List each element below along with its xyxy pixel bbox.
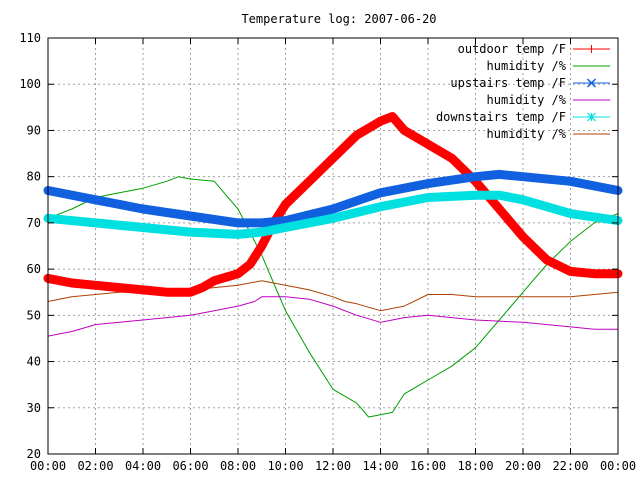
series-3 [43, 169, 623, 228]
x-tick-label: 04:00 [125, 459, 161, 473]
grid [48, 38, 618, 454]
x-tick-label: 06:00 [172, 459, 208, 473]
x-tick-label: 20:00 [505, 459, 541, 473]
legend-marker-star [587, 112, 596, 122]
y-tick-label: 70 [27, 216, 41, 230]
series-layer [43, 112, 623, 418]
series-4 [47, 296, 619, 337]
legend-item: humidity /% [487, 127, 610, 141]
x-tick-label: 14:00 [362, 459, 398, 473]
x-tick-label: 02:00 [77, 459, 113, 473]
series-line [47, 296, 619, 337]
series-2 [47, 176, 619, 418]
y-tick-label: 100 [19, 77, 41, 91]
axes: 20 30 40 50 60 70 80 90 100 110 00:00 02:00 04:00 06:… [19, 31, 636, 473]
y-tick-label: 20 [27, 447, 41, 461]
x-tick-label: 12:00 [315, 459, 351, 473]
legend-label: upstairs temp /F [450, 76, 566, 90]
series-line [43, 169, 623, 228]
y-tick-label: 30 [27, 401, 41, 415]
chart-title: Temperature log: 2007-06-20 [241, 12, 436, 26]
y-tick-label: 60 [27, 262, 41, 276]
x-tick-label: 10:00 [267, 459, 303, 473]
legend-item: outdoor temp /F [458, 42, 610, 56]
legend-item: humidity /% [487, 59, 610, 73]
legend-marker-plus [587, 45, 596, 53]
series-line [43, 190, 623, 239]
legend-label: humidity /% [487, 59, 567, 73]
x-tick-label: 18:00 [457, 459, 493, 473]
series-line [43, 112, 623, 297]
x-tick-label: 00:00 [600, 459, 636, 473]
legend-label: humidity /% [487, 93, 567, 107]
x-tick-label: 22:00 [552, 459, 588, 473]
x-tick-label: 00:00 [30, 459, 66, 473]
series-1 [43, 112, 623, 297]
y-tick-label: 80 [27, 170, 41, 184]
legend-item: downstairs temp /F [436, 110, 610, 124]
y-tick-label: 90 [27, 123, 41, 137]
legend-item: upstairs temp /F [450, 76, 610, 90]
legend-label: humidity /% [487, 127, 567, 141]
legend-label: downstairs temp /F [436, 110, 566, 124]
legend: outdoor temp /F humidity /% upstairs temp … [436, 42, 610, 141]
y-tick-label: 110 [19, 31, 41, 45]
series-line [47, 176, 619, 418]
legend-label: outdoor temp /F [458, 42, 566, 56]
series-5 [43, 190, 623, 239]
y-tick-label: 40 [27, 355, 41, 369]
legend-marker-cross [586, 78, 597, 88]
legend-item: humidity /% [487, 93, 610, 107]
y-tick-label: 50 [27, 308, 41, 322]
x-tick-label: 08:00 [220, 459, 256, 473]
x-tick-label: 16:00 [410, 459, 446, 473]
